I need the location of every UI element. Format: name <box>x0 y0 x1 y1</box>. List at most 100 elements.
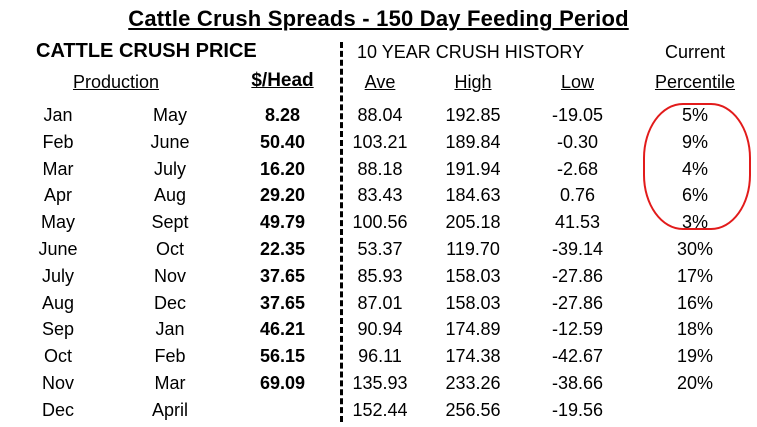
low-percentile-highlight <box>643 103 751 230</box>
per-head-value: 37.65 <box>259 292 306 313</box>
marketing-month: Sept <box>151 212 189 233</box>
low-header: Low <box>560 72 595 92</box>
percentile-value: 3% <box>681 212 708 233</box>
percentile-value: 5% <box>681 105 708 125</box>
placement-month: Oct <box>43 346 72 367</box>
placement-month: Dec <box>41 399 74 420</box>
high-value: 158.03 <box>445 265 501 286</box>
ave-value: 135.93 <box>352 372 408 393</box>
per-head-value: 50.40 <box>259 131 306 152</box>
percentile-value: 16% <box>676 292 714 313</box>
percentile-value: 20% <box>676 372 714 393</box>
production-header: Production <box>72 72 160 92</box>
ave-value: 53.37 <box>357 238 403 259</box>
ave-value: 83.43 <box>357 185 403 206</box>
history-heading: 10 YEAR CRUSH HISTORY <box>357 42 585 62</box>
marketing-month: Feb <box>154 346 186 367</box>
high-header: High <box>454 72 492 92</box>
percentile-value: 30% <box>676 238 714 259</box>
per-head-value: 22.35 <box>259 238 306 259</box>
marketing-month: June <box>150 131 190 152</box>
marketing-month: Aug <box>153 185 187 206</box>
low-value: -27.86 <box>551 265 604 286</box>
high-value: 233.26 <box>445 372 501 393</box>
low-value: 41.53 <box>554 212 601 233</box>
percentile-value: 9% <box>681 131 708 152</box>
high-value: 184.63 <box>445 185 501 206</box>
marketing-month: Dec <box>153 292 186 313</box>
high-value: 205.18 <box>445 212 501 233</box>
placement-month: Mar <box>42 158 74 179</box>
marketing-month: Mar <box>154 372 186 393</box>
percentile-value: 18% <box>676 319 714 340</box>
table-row: Apr Aug 29.20 83.43 184.63 0.76 6% <box>0 182 757 209</box>
placement-month: Jan <box>43 105 73 125</box>
placement-month: Aug <box>41 292 75 313</box>
ave-value: 90.94 <box>357 319 403 340</box>
percentile-value: 19% <box>676 346 714 367</box>
marketing-month: May <box>152 105 187 125</box>
marketing-month: April <box>151 399 188 420</box>
low-value: -12.59 <box>551 319 604 340</box>
per-head-value: 29.20 <box>259 185 306 206</box>
marketing-month: Nov <box>153 265 186 286</box>
ave-value: 87.01 <box>357 292 403 313</box>
high-value: 119.70 <box>446 238 500 259</box>
ave-value: 88.04 <box>357 105 403 125</box>
current-heading: Current <box>664 42 726 62</box>
low-value: -2.68 <box>556 158 599 179</box>
low-value: -19.05 <box>551 105 604 125</box>
low-value: -38.66 <box>551 372 604 393</box>
table-row: Feb June 50.40 103.21 189.84 -0.30 9% <box>0 129 757 156</box>
low-value: -39.14 <box>551 238 604 259</box>
placement-month: Apr <box>43 185 72 206</box>
low-value: -42.67 <box>551 346 604 367</box>
high-value: 158.03 <box>445 292 501 313</box>
high-value: 174.89 <box>445 319 501 340</box>
low-value: 0.76 <box>559 185 596 206</box>
marketing-month: July <box>153 158 186 179</box>
marketing-month: Jan <box>155 319 185 340</box>
ave-value: 100.56 <box>352 212 408 233</box>
percentile-value: 17% <box>676 265 714 286</box>
placement-month: Sep <box>41 319 75 340</box>
page-title: Cattle Crush Spreads - 150 Day Feeding P… <box>128 6 629 31</box>
percentile-value: 4% <box>681 158 708 179</box>
per-head-value: 46.21 <box>259 319 306 340</box>
high-value: 256.56 <box>445 399 501 420</box>
high-value: 189.84 <box>445 131 501 152</box>
per-head-value: 8.28 <box>264 105 301 125</box>
high-value: 174.38 <box>445 346 501 367</box>
ave-header: Ave <box>364 72 396 92</box>
ave-value: 88.18 <box>357 158 403 179</box>
table-row: Sep Jan 46.21 90.94 174.89 -12.59 18% <box>0 316 757 343</box>
placement-month: May <box>40 212 75 233</box>
low-value: -0.30 <box>556 131 599 152</box>
placement-month: Nov <box>41 372 74 393</box>
ave-value: 85.93 <box>357 265 403 286</box>
per-head-value: 37.65 <box>259 265 306 286</box>
per-head-header: $/Head <box>251 70 314 91</box>
low-value: -27.86 <box>551 292 604 313</box>
crush-table: Jan May 8.28 88.04 192.85 -19.05 5% Feb June 50.4… <box>0 102 757 424</box>
marketing-month: Oct <box>155 238 184 259</box>
table-row: July Nov 37.65 85.93 158.03 -27.86 17% <box>0 263 757 290</box>
per-head-value: 16.20 <box>259 158 306 179</box>
low-value: -19.56 <box>551 399 604 420</box>
high-value: 192.85 <box>445 105 501 125</box>
column-divider <box>340 42 343 422</box>
ave-value: 103.21 <box>352 131 408 152</box>
placement-month: July <box>41 265 74 286</box>
ave-value: 152.44 <box>352 399 408 420</box>
per-head-value: 56.15 <box>259 346 306 367</box>
per-head-value: 49.79 <box>259 212 306 233</box>
percentile-header: Percentile <box>654 72 736 92</box>
percentile-value: 6% <box>681 185 708 206</box>
crush-price-heading: CATTLE CRUSH PRICE <box>36 40 257 62</box>
table-row: Oct Feb 56.15 96.11 174.38 -42.67 19% <box>0 343 757 370</box>
table-row: Dec April 152.44 256.56 -19.56 <box>0 397 757 424</box>
table-row: Nov Mar 69.09 135.93 233.26 -38.66 20% <box>0 370 757 397</box>
table-row: May Sept 49.79 100.56 205.18 41.53 3% <box>0 209 757 236</box>
placement-month: Feb <box>42 131 74 152</box>
table-row: Jan May 8.28 88.04 192.85 -19.05 5% <box>0 102 757 129</box>
